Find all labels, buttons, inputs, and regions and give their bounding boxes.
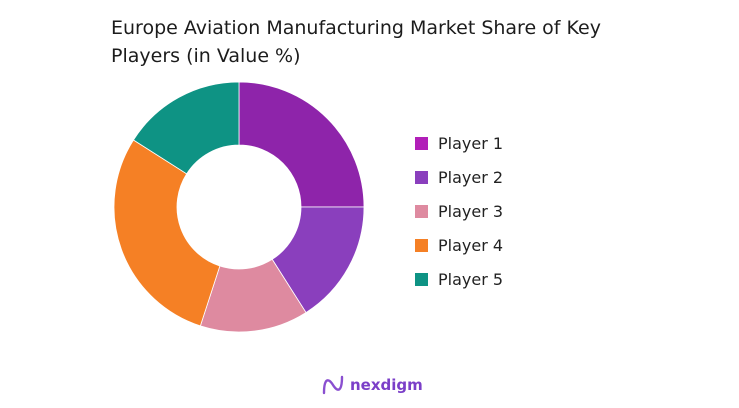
legend-swatch: [415, 136, 428, 150]
legend-item[interactable]: Player 1: [415, 126, 503, 160]
legend-swatch: [415, 204, 428, 218]
legend-item[interactable]: Player 5: [415, 262, 503, 296]
logo-wave-icon: [322, 375, 344, 395]
legend-label: Player 4: [438, 235, 504, 255]
logo-text: nexdigm: [350, 376, 423, 394]
legend-swatch: [415, 170, 428, 184]
legend-label: Player 1: [438, 133, 504, 153]
legend-swatch: [415, 238, 428, 252]
legend-label: Player 3: [438, 201, 504, 221]
donut-slice-4[interactable]: [113, 139, 221, 327]
legend-item[interactable]: Player 4: [415, 228, 503, 262]
legend-item[interactable]: Player 3: [415, 194, 503, 228]
legend-swatch: [415, 272, 428, 286]
nexdigm-logo: nexdigm: [322, 375, 423, 395]
donut-slice-5[interactable]: [132, 81, 240, 175]
chart-title: Europe Aviation Manufacturing Market Sha…: [111, 17, 601, 67]
legend-label: Player 2: [438, 167, 504, 187]
legend-item[interactable]: Player 2: [415, 160, 503, 194]
donut-slice-1[interactable]: [238, 81, 365, 208]
legend: Player 1 Player 2 Player 3 Player 4 Play…: [415, 126, 503, 296]
legend-label: Player 5: [438, 269, 504, 289]
